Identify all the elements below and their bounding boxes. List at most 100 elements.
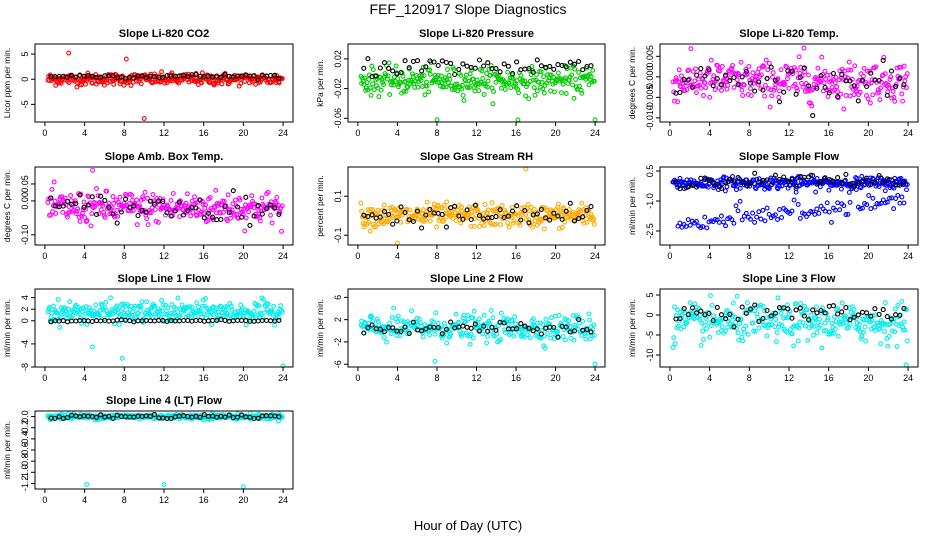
data-point xyxy=(265,301,271,307)
data-point xyxy=(571,328,578,334)
x-tick-label: 16 xyxy=(199,128,209,138)
data-point xyxy=(837,207,843,213)
data-point xyxy=(701,322,707,328)
data-point xyxy=(458,220,464,226)
data-point xyxy=(152,303,157,309)
data-point xyxy=(688,46,694,52)
data-point xyxy=(246,209,252,215)
panel-title: Slope Sample Flow xyxy=(739,151,840,163)
data-point xyxy=(448,319,454,325)
panel-title: Slope Li-820 Temp. xyxy=(739,28,838,40)
data-point xyxy=(724,184,730,190)
data-point xyxy=(758,216,764,222)
data-point xyxy=(234,204,241,210)
data-point xyxy=(493,79,499,85)
data-point xyxy=(439,211,445,218)
data-point xyxy=(101,82,107,88)
data-point xyxy=(138,81,144,87)
data-point xyxy=(486,66,492,72)
data-point xyxy=(555,70,561,76)
data-point xyxy=(377,65,383,71)
data-point xyxy=(101,209,107,215)
data-point xyxy=(752,302,758,308)
data-point xyxy=(901,63,907,69)
panel-title: Slope Li-820 Pressure xyxy=(419,28,534,40)
data-point xyxy=(142,189,148,195)
data-point xyxy=(137,203,143,209)
data-point xyxy=(213,187,219,193)
data-point xyxy=(579,333,585,339)
data-point xyxy=(505,321,511,327)
data-point xyxy=(538,206,544,212)
data-point xyxy=(901,319,907,325)
data-point xyxy=(576,215,582,221)
data-point xyxy=(431,319,436,325)
data-point xyxy=(830,70,836,77)
data-point xyxy=(886,85,892,91)
data-point xyxy=(826,90,832,96)
data-point xyxy=(369,314,375,320)
data-point xyxy=(859,173,865,179)
data-point xyxy=(505,69,511,75)
data-point xyxy=(406,65,412,71)
x-tick-label: 0 xyxy=(42,495,47,505)
data-point xyxy=(852,63,858,69)
data-point xyxy=(687,222,693,228)
data-point xyxy=(830,303,836,309)
data-point xyxy=(273,200,279,206)
data-point xyxy=(109,205,115,211)
data-point xyxy=(829,320,835,326)
data-point xyxy=(685,68,691,74)
data-point xyxy=(272,72,278,78)
y-axis-label: ml/min per min. xyxy=(2,421,12,479)
data-point xyxy=(709,302,715,308)
data-point xyxy=(777,183,782,189)
y-tick-label: 5 xyxy=(20,52,30,57)
data-point xyxy=(480,331,486,337)
data-point xyxy=(184,191,190,197)
data-point xyxy=(799,80,804,86)
data-point xyxy=(139,299,145,305)
data-point xyxy=(833,75,839,80)
data-point xyxy=(534,57,540,63)
x-tick-label: 24 xyxy=(590,373,600,383)
data-point xyxy=(739,87,745,93)
data-point xyxy=(470,315,475,321)
data-point xyxy=(904,187,909,193)
data-point xyxy=(375,207,381,213)
data-point xyxy=(383,213,389,218)
data-point xyxy=(586,82,592,88)
data-point xyxy=(90,167,96,173)
x-axis: 0 4 8 12 16 20 24 xyxy=(355,367,600,383)
data-point xyxy=(681,306,687,312)
data-point xyxy=(744,300,750,306)
data-point xyxy=(802,323,808,329)
x-tick-label: 4 xyxy=(82,128,87,138)
data-point xyxy=(520,212,525,217)
data-point xyxy=(187,304,193,310)
data-point xyxy=(810,332,816,338)
plot-frame xyxy=(34,410,294,490)
x-tick-label: 24 xyxy=(903,251,913,261)
data-point xyxy=(828,330,834,336)
data-point xyxy=(108,295,114,301)
data-point xyxy=(779,322,785,328)
data-point xyxy=(509,208,516,214)
data-point xyxy=(395,84,401,90)
data-point xyxy=(838,186,844,192)
x-tick-label: 8 xyxy=(122,373,127,383)
y-tick-label: -10 xyxy=(645,348,655,361)
data-point xyxy=(111,81,117,87)
data-point xyxy=(256,208,262,213)
data-point xyxy=(743,323,749,329)
data-point xyxy=(677,220,683,226)
data-point xyxy=(846,325,851,331)
data-point xyxy=(64,415,71,421)
data-point xyxy=(415,216,421,222)
data-point xyxy=(673,75,679,81)
data-point xyxy=(562,219,568,225)
data-point xyxy=(218,216,224,223)
data-point xyxy=(804,307,810,313)
data-point xyxy=(730,63,735,68)
